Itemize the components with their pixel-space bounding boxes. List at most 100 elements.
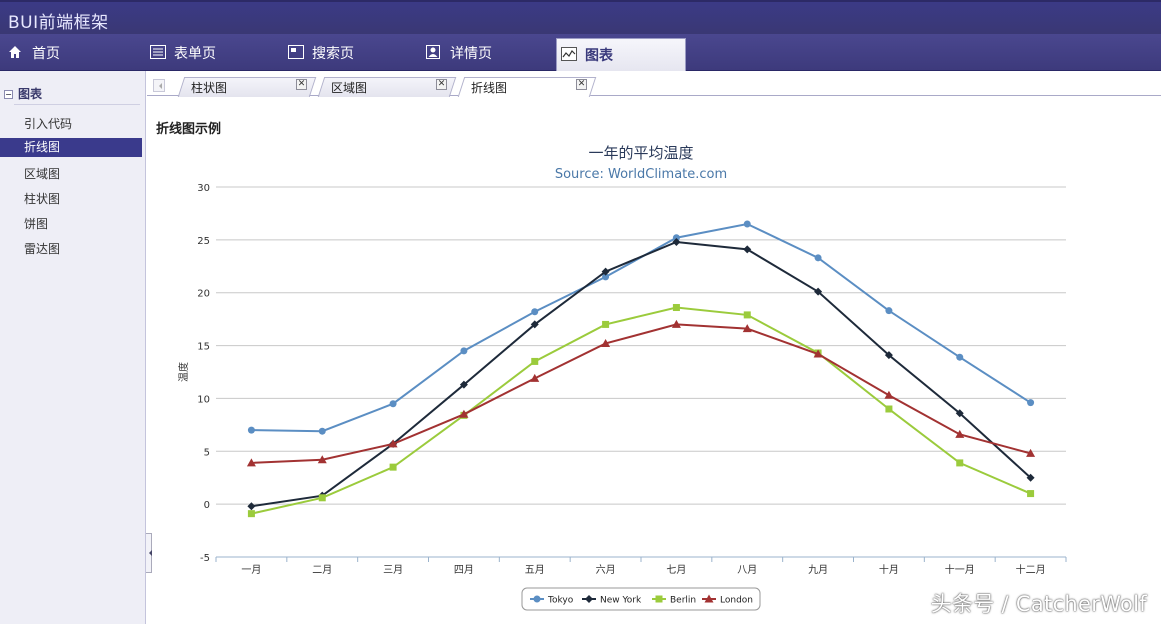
app-title: BUI前端框架 [8,13,109,33]
series-line-berlin [251,306,1031,515]
data-point-new-york [672,237,681,246]
tab-close-icon[interactable]: ✕ [576,79,587,90]
tab-close-icon[interactable]: ✕ [296,79,307,90]
legend-item-berlin: Berlin [670,596,696,606]
sidebar-item-pie-chart[interactable]: 饼图 [24,217,49,231]
data-point-new-york [247,502,256,511]
x-tick-label: 二月 [312,564,332,576]
x-tick-label: 六月 [596,564,616,576]
x-tick-label: 一月 [241,564,261,576]
legend-marker-berlin [655,595,663,603]
sidebar-item-line-chart[interactable]: 折线图 [0,138,142,157]
nav-label-form: 表单页 [174,45,216,62]
sidebar-divider [14,104,140,105]
nav-label-search: 搜索页 [312,45,354,62]
nav-item-search[interactable]: 搜索页 [288,34,354,71]
page-title: 折线图示例 [156,122,222,137]
sidebar-header[interactable]: − 图表 [4,85,142,105]
data-point-london [742,324,752,333]
data-point-new-york [530,320,539,329]
sidebar-item-bar-chart[interactable]: 柱状图 [24,192,61,206]
sidebar-item-import-code[interactable]: 引入代码 [24,117,73,131]
data-point-berlin [743,311,751,319]
data-point-tokyo [318,427,326,435]
chart-title: 一年的平均温度 [588,144,693,162]
data-point-london [388,439,398,448]
data-point-new-york [814,287,823,296]
line-chart: 一年的平均温度 Source: WorldClimate.com 温度 -5 0 5… [177,144,1067,611]
tab-bar: 柱状图 ✕ 区域图 ✕ 折线图 ✕ [147,75,1161,97]
tab-close-icon[interactable]: ✕ [436,79,447,90]
data-point-london [459,409,469,418]
watermark: 头条号 / CatcherWolf [930,592,1147,616]
y-tick-label: 5 [204,447,210,458]
legend-item-new-york: New York [600,596,642,606]
data-point-new-york [601,267,610,276]
x-tick-label: 十二月 [1016,563,1046,576]
data-point-berlin [885,405,893,413]
data-point-tokyo [247,426,255,434]
y-tick-label: 25 [197,236,210,247]
x-tick-label: 八月 [737,564,757,576]
data-point-tokyo [885,307,893,315]
data-point-tokyo [814,254,822,262]
data-point-new-york [1026,473,1035,482]
sidebar: − 图表 引入代码 折线图 区域图 柱状图 饼图 雷达图 [0,71,146,624]
x-tick-label: 五月 [525,564,545,576]
nav-label-home: 首页 [32,45,60,62]
data-point-berlin [247,510,255,518]
data-point-berlin [531,357,539,365]
data-point-berlin [672,304,680,312]
legend-frame [521,587,761,611]
data-point-tokyo [602,273,610,281]
nav-item-chart[interactable]: 图表 [556,38,686,71]
data-point-london [671,319,681,328]
data-point-london [1026,448,1036,457]
data-point-tokyo [956,353,964,361]
tab-line-chart[interactable]: 折线图 [471,81,508,95]
tab-area-chart[interactable]: 区域图 [331,81,368,95]
legend-item-tokyo: Tokyo [547,596,574,606]
nav-item-home[interactable]: 首页 [8,34,60,71]
series-line-london [251,323,1031,464]
nav-item-detail[interactable]: 详情页 [426,34,492,71]
x-tick-label: 三月 [383,564,403,576]
nav-item-form[interactable]: 表单页 [150,34,216,71]
data-point-london [813,349,823,358]
sidebar-item-area-chart[interactable]: 区域图 [24,167,61,181]
collapse-icon[interactable]: − [4,90,13,99]
data-point-new-york [884,351,893,360]
sidebar-toggle[interactable] [146,533,152,573]
x-tick-label: 四月 [454,564,474,576]
series-line-new-york [251,240,1032,508]
data-point-berlin [956,459,964,467]
data-point-tokyo [389,400,397,408]
x-tick-label: 七月 [666,564,686,576]
y-tick-label: -5 [200,553,210,564]
form-icon [150,44,166,61]
nav-label-chart: 图表 [585,48,613,64]
data-point-new-york [459,380,468,389]
plot-area: -5 0 5 10 15 20 25 30 一月 二月 三月 四月 五月 六月 七月 八月 九月 十月 十一月 十二月 [197,183,1067,576]
home-icon [8,45,24,61]
tab-scroll-left-icon[interactable] [153,79,165,92]
series-line-tokyo [251,222,1032,433]
y-tick-label: 15 [197,342,210,353]
data-point-london [884,390,894,399]
legend-marker-london [704,594,714,603]
data-point-new-york [743,245,752,254]
data-point-new-york [955,409,964,418]
data-point-berlin [1027,490,1035,498]
sidebar-item-radar-chart[interactable]: 雷达图 [24,242,61,256]
chart-icon [561,47,577,63]
sidebar-header-label: 图表 [18,87,43,101]
data-point-london [530,373,540,382]
legend-marker-new-york [585,595,593,603]
tab-bar-chart[interactable]: 柱状图 [191,81,228,95]
nav-label-detail: 详情页 [450,45,492,62]
data-point-berlin [318,494,326,502]
legend-marker-tokyo [533,595,541,603]
x-tick-label: 十一月 [945,563,975,576]
y-tick-label: 0 [204,500,210,511]
y-tick-label: 10 [197,394,210,405]
